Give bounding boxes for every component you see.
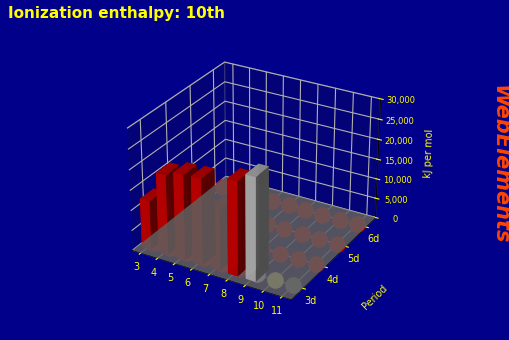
Text: www.webelements.com: www.webelements.com	[204, 310, 335, 320]
Text: WebElements: WebElements	[489, 85, 509, 245]
Text: Ionization enthalpy: 10th: Ionization enthalpy: 10th	[8, 6, 224, 21]
Y-axis label: Period: Period	[359, 283, 388, 311]
